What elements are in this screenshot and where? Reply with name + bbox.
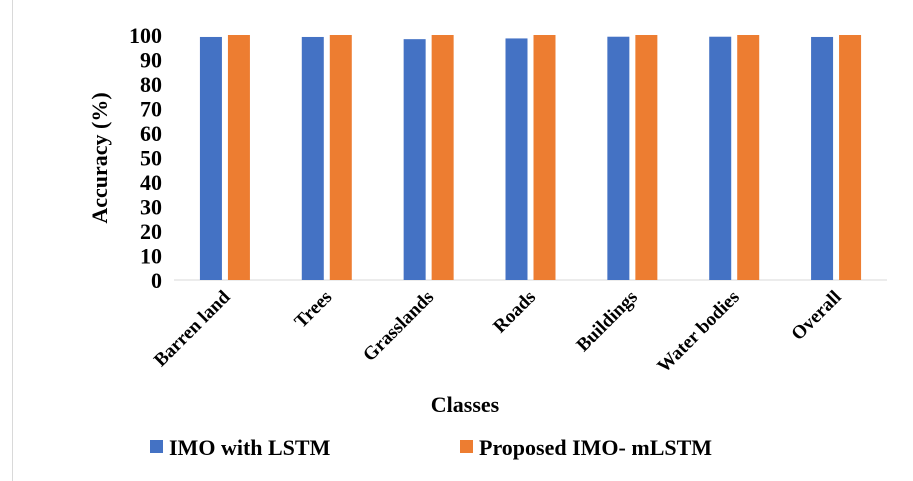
bar-imo-lstm bbox=[199, 36, 222, 281]
y-tick-label: 50 bbox=[140, 146, 162, 171]
category-label: Water bodies bbox=[653, 287, 743, 377]
x-axis-title: Classes bbox=[431, 392, 500, 417]
y-tick-label: 90 bbox=[140, 48, 162, 73]
bar-imo-mlstm bbox=[227, 35, 250, 280]
y-tick-label: 80 bbox=[140, 72, 162, 97]
category-label: Overall bbox=[787, 287, 845, 345]
y-tick-label: 0 bbox=[151, 268, 162, 293]
labels-layer: Barren land Trees Grasslands Roads Buildings… bbox=[150, 286, 846, 377]
category-label: Barren land bbox=[150, 286, 235, 371]
bars-layer bbox=[199, 35, 862, 281]
bar-imo-lstm bbox=[607, 36, 630, 281]
legend-label: Proposed IMO- mLSTM bbox=[479, 435, 712, 460]
category-label: Buildings bbox=[573, 287, 642, 356]
bar-imo-mlstm bbox=[329, 35, 352, 280]
y-tick-label: 10 bbox=[140, 244, 162, 269]
bar-imo-lstm bbox=[403, 39, 426, 280]
bar-imo-lstm bbox=[301, 36, 324, 281]
category-label: Grasslands bbox=[359, 287, 438, 366]
legend-swatch bbox=[150, 440, 163, 453]
y-tick-label: 100 bbox=[129, 23, 162, 48]
legend-label: IMO with LSTM bbox=[169, 435, 331, 460]
category-label: Trees bbox=[291, 287, 337, 333]
bar-imo-lstm bbox=[505, 38, 528, 281]
bar-imo-lstm bbox=[811, 36, 834, 281]
bar-imo-mlstm bbox=[635, 35, 658, 280]
y-tick-label: 70 bbox=[140, 97, 162, 122]
legend: IMO with LSTM Proposed IMO- mLSTM bbox=[150, 435, 712, 460]
y-tick-label: 20 bbox=[140, 219, 162, 244]
y-tick-label: 60 bbox=[140, 121, 162, 146]
legend-swatch bbox=[460, 440, 473, 453]
frame-border bbox=[12, 0, 13, 481]
y-axis-title: Accuracy (%) bbox=[87, 92, 112, 223]
bar-imo-lstm bbox=[709, 36, 732, 281]
y-tick-label: 30 bbox=[140, 195, 162, 220]
bar-imo-mlstm bbox=[737, 35, 760, 280]
category-label: Roads bbox=[489, 287, 540, 338]
bar-imo-mlstm bbox=[431, 35, 454, 280]
bar-imo-mlstm bbox=[839, 35, 862, 280]
bar-imo-mlstm bbox=[533, 35, 556, 280]
y-tick-label: 40 bbox=[140, 170, 162, 195]
